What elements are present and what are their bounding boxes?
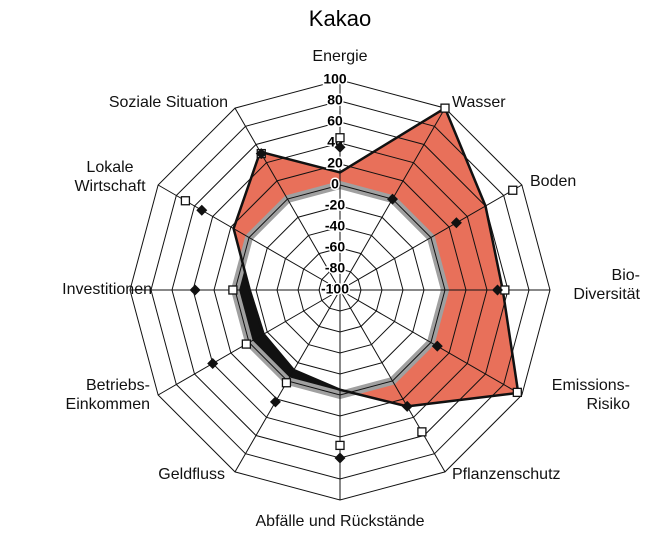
spoke <box>339 289 523 396</box>
category-label: Abfälle und Rückstände <box>255 513 425 530</box>
square-marker <box>228 285 238 295</box>
square-marker <box>335 440 345 451</box>
r-tick-label: -60 <box>325 239 345 255</box>
r-tick-label: 60 <box>327 113 343 129</box>
square-marker <box>508 185 518 195</box>
diamond-marker <box>401 400 413 412</box>
r-tick-label: -100 <box>321 281 349 297</box>
spoke <box>339 184 523 291</box>
chart-title: Kakao <box>309 6 371 31</box>
category-label: Betriebs- Einkommen <box>65 377 150 413</box>
category-label: Soziale Situation <box>108 94 228 111</box>
category-label: Geldfluss <box>158 466 225 483</box>
r-tick-label: 100 <box>323 71 347 87</box>
diamond-marker <box>196 204 208 216</box>
category-label: Investitionen <box>62 281 152 298</box>
category-label: Boden <box>530 173 577 190</box>
square-marker <box>180 196 191 206</box>
diamond-marker <box>450 217 462 229</box>
square-marker <box>241 339 251 349</box>
spoke <box>339 289 446 473</box>
area-outline <box>232 106 520 408</box>
diamond-marker <box>492 284 503 296</box>
r-tick-label: -80 <box>325 260 345 276</box>
square-marker <box>417 427 427 437</box>
category-label: Wasser <box>452 94 506 111</box>
diamond-marker <box>334 141 346 153</box>
diamond-marker <box>207 358 219 369</box>
square-marker <box>335 133 345 143</box>
category-label: Bio- Diversität <box>573 267 640 303</box>
diamond-marker <box>334 452 346 464</box>
category-label: Energie <box>312 48 368 65</box>
r-tick-label: -40 <box>325 218 345 234</box>
category-label: Pflanzenschutz <box>452 466 561 483</box>
area-inner <box>235 185 445 395</box>
diamond-marker <box>387 193 398 205</box>
r-tick-label: 0 <box>331 176 339 192</box>
diamond-marker <box>255 148 267 160</box>
r-tick-label: 80 <box>327 92 343 108</box>
diamond-marker <box>269 396 281 408</box>
diamond-marker <box>431 340 443 352</box>
category-label: Lokale Wirtschaft <box>74 159 146 195</box>
category-label: Emissions- Risiko <box>551 377 630 413</box>
spoke <box>234 107 341 291</box>
square-marker <box>440 103 450 113</box>
square-marker <box>281 378 292 388</box>
r-tick-label: -20 <box>325 197 345 213</box>
diamond-marker <box>189 284 201 296</box>
r-tick-label: 20 <box>327 155 343 171</box>
square-marker <box>512 387 522 398</box>
